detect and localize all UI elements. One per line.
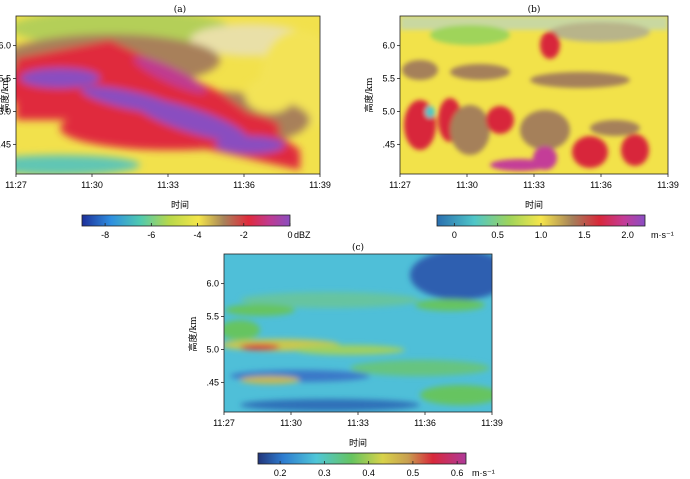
y-tick-label: .45	[382, 139, 395, 149]
panel-c-xlabel: 时间	[349, 437, 367, 449]
x-tick-label: 11:30	[81, 180, 103, 190]
y-tick-label: 5.0	[382, 106, 395, 116]
x-tick-label: 11:36	[233, 180, 255, 190]
y-tick-label: 5.5	[382, 74, 395, 84]
x-tick-label: 11:27	[389, 180, 411, 190]
x-tick-label: 11:27	[5, 180, 27, 190]
panel-b-x-ticks: 11:27 11:30 11:33 11:36 11:39	[389, 174, 679, 190]
y-tick-label: .45	[206, 377, 219, 387]
panel-b-y-ticks: .45 5.0 5.5 6.0	[382, 41, 400, 149]
colorbar-tick-label: 0.5	[491, 230, 504, 240]
x-tick-label: 11:30	[280, 418, 302, 428]
panel-a-ylabel: 高度/km	[0, 77, 11, 112]
panel-a-xlabel: 时间	[171, 199, 189, 211]
colorbar-tick-label: 0.6	[451, 468, 464, 478]
colorbar-tick-label: 0.4	[362, 468, 375, 478]
panel-a-colorbar: -8 -6 -4 -2 0 dBZ	[81, 214, 311, 240]
x-tick-label: 11:33	[523, 180, 545, 190]
x-tick-label: 11:36	[414, 418, 436, 428]
panel-a-colorbar-unit: dBZ	[294, 230, 311, 240]
panel-c-colorbar-unit: m·s⁻¹	[472, 468, 495, 478]
panel-b-heatmap	[400, 16, 668, 174]
panel-label-a: (a)	[174, 4, 186, 15]
x-tick-label: 11:33	[157, 180, 179, 190]
panel-c-colorbar-ticks: 0.2 0.3 0.4 0.5 0.6	[274, 461, 464, 478]
colorbar-tick-label: -6	[147, 230, 155, 240]
panel-c-y-ticks: .45 5.0 5.5 6.0	[206, 279, 224, 387]
panel-c-colorbar: 0.2 0.3 0.4 0.5 0.6 m·s⁻¹	[257, 452, 495, 478]
colorbar-tick-label: 0	[452, 230, 457, 240]
colorbar-tick-label: 0.5	[407, 468, 420, 478]
colorbar-tick-label: 0.3	[318, 468, 331, 478]
colorbar-tick-label: 0.2	[274, 468, 287, 478]
x-tick-label: 11:39	[657, 180, 679, 190]
panel-a: (a) .455.05.56.0 11	[0, 4, 331, 240]
panel-c-ylabel: 高度/km	[187, 316, 199, 351]
x-tick-label: 11:33	[347, 418, 369, 428]
colorbar-tick-label: 0	[287, 230, 292, 240]
panel-b-xlabel: 时间	[525, 199, 543, 211]
y-tick-label: 5.5	[0, 74, 11, 84]
panel-a-x-ticks: 11:27 11:30 11:33 11:36 11:39	[5, 174, 331, 190]
y-tick-label: 5.0	[0, 106, 11, 116]
panel-c-heatmap	[224, 254, 492, 412]
x-tick-label: 11:36	[590, 180, 612, 190]
panel-label-b: (b)	[528, 4, 541, 15]
x-tick-label: 11:39	[481, 418, 503, 428]
panel-c-x-ticks: 11:27 11:30 11:33 11:36 11:39	[213, 412, 503, 428]
colorbar-tick-label: 1.5	[578, 230, 591, 240]
panel-b-colorbar-ticks: 0 0.5 1.0 1.5 2.0	[452, 223, 634, 240]
colorbar-tick-label: -4	[194, 230, 202, 240]
panel-a-y-ticks: .45 5.0 5.5 6.0	[0, 41, 16, 149]
panel-a-colorbar-ticks: -8 -6 -4 -2 0	[101, 223, 293, 240]
panel-c-colorbar-ramp	[257, 452, 467, 465]
x-tick-label: 11:39	[309, 180, 331, 190]
x-tick-label: 11:27	[213, 418, 235, 428]
panel-a-heatmap	[16, 16, 320, 174]
y-tick-label: 6.0	[0, 41, 11, 51]
panel-label-c: (c)	[352, 242, 364, 253]
y-tick-label: 6.0	[206, 279, 219, 289]
colorbar-tick-label: 2.0	[621, 230, 634, 240]
y-tick-label: .45	[0, 139, 11, 149]
panel-c: (c) .45 5.0 5.5 6.0 11:27 11:30 11:33 11:36	[187, 242, 503, 478]
colorbar-tick-label: -2	[240, 230, 248, 240]
panel-a-colorbar-ramp	[81, 214, 291, 227]
panel-b-ylabel: 高度/km	[363, 77, 375, 112]
y-tick-label: 6.0	[382, 41, 395, 51]
colorbar-tick-label: -8	[101, 230, 109, 240]
panel-b: (b)	[363, 4, 679, 240]
x-tick-label: 11:30	[456, 180, 478, 190]
panel-b-colorbar: 0 0.5 1.0 1.5 2.0 m·s⁻¹	[436, 214, 674, 240]
colorbar-tick-label: 1.0	[535, 230, 548, 240]
panel-b-colorbar-unit: m·s⁻¹	[651, 230, 674, 240]
y-tick-label: 5.0	[206, 344, 219, 354]
y-tick-label: 5.5	[206, 312, 219, 322]
